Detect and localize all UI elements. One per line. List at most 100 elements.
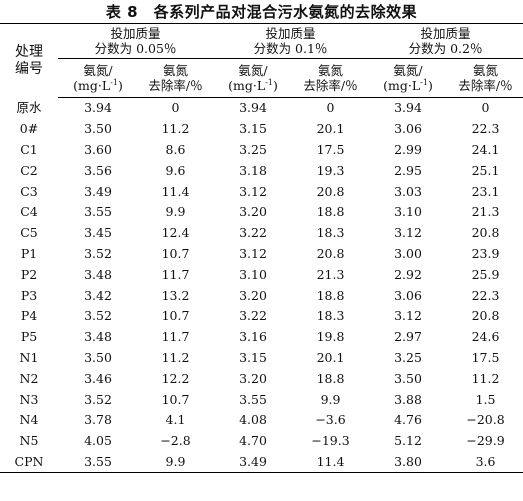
unit-exponent: -1 bbox=[265, 77, 273, 87]
sub-header-removal-rate: 氨氮 去除率/％ bbox=[293, 58, 369, 98]
ammonia-cell: 3.48 bbox=[84, 266, 112, 282]
table-row: P4 3.52 10.7 3.22 18.3 3.12 20.8 bbox=[0, 306, 523, 327]
removal-rate-cell: 18.3 bbox=[316, 308, 345, 324]
table-row: CPN 3.55 9.9 3.49 11.4 3.80 3.6 bbox=[0, 451, 523, 474]
table-row: P1 3.52 10.7 3.12 20.8 3.00 23.9 bbox=[0, 244, 523, 265]
group-header-line1: 投加质量 bbox=[265, 26, 316, 41]
ammonia-cell: 3.20 bbox=[239, 204, 267, 220]
removal-rate-cell: 12.4 bbox=[161, 225, 190, 241]
removal-rate-cell: 3.6 bbox=[448, 451, 523, 474]
ammonia-cell: 3.22 bbox=[239, 225, 267, 241]
ammonia-cell: 3.60 bbox=[84, 141, 112, 157]
table-row: N3 3.52 10.7 3.55 9.9 3.88 1.5 bbox=[0, 389, 523, 410]
treatment-id-cell: 原水 bbox=[16, 100, 42, 116]
group-header-0.2: 投加质量 分数为 0.2％ bbox=[368, 23, 523, 59]
removal-rate-cell: 23.9 bbox=[471, 245, 500, 261]
ammonia-cell: 3.49 bbox=[84, 183, 112, 199]
table-row: C1 3.60 8.6 3.25 17.5 2.99 24.1 bbox=[0, 140, 523, 161]
sub-header-line1: 氨氮/ bbox=[238, 63, 268, 78]
removal-rate-cell: 17.5 bbox=[316, 141, 345, 157]
removal-rate-cell: 1.5 bbox=[475, 391, 496, 407]
table-row: 原水 3.94 0 3.94 0 3.94 0 bbox=[0, 98, 523, 119]
treatment-id-cell: C3 bbox=[20, 183, 38, 199]
group-header-line2: 分数为 0.1％ bbox=[253, 41, 328, 56]
unit-close: ) bbox=[272, 78, 278, 93]
treatment-id-cell: P2 bbox=[20, 266, 38, 282]
treatment-id-cell: P4 bbox=[20, 308, 38, 324]
ammonia-cell: 3.18 bbox=[239, 162, 267, 178]
removal-rate-cell: 12.2 bbox=[161, 370, 190, 386]
ammonia-cell: 3.94 bbox=[84, 100, 112, 116]
removal-rate-cell: 20.8 bbox=[316, 245, 345, 261]
ammonia-cell: 3.16 bbox=[239, 329, 267, 345]
table-row: P3 3.42 13.2 3.20 18.8 3.06 22.3 bbox=[0, 285, 523, 306]
ammonia-cell: 3.56 bbox=[84, 162, 112, 178]
removal-rate-cell: 8.6 bbox=[165, 141, 186, 157]
treatment-id-cell: C2 bbox=[20, 162, 38, 178]
table-row: N5 4.05 −2.8 4.70 −19.3 5.12 −29.9 bbox=[0, 431, 523, 452]
ammonia-cell: 3.52 bbox=[84, 391, 112, 407]
sub-header-removal-rate: 氨氮 去除率/％ bbox=[448, 58, 523, 98]
ammonia-cell: 3.12 bbox=[394, 225, 422, 241]
ammonia-cell: 3.52 bbox=[84, 308, 112, 324]
treatment-id-cell: 0# bbox=[19, 121, 39, 137]
ammonia-cell: 3.15 bbox=[239, 349, 267, 365]
removal-rate-cell: 24.6 bbox=[471, 329, 500, 345]
sub-header-line2: 去除率/％ bbox=[303, 78, 358, 93]
ammonia-cell: 3.55 bbox=[239, 391, 267, 407]
removal-rate-cell: 20.1 bbox=[316, 349, 345, 365]
ammonia-cell: 3.50 bbox=[394, 370, 422, 386]
ammonia-cell: 3.78 bbox=[84, 412, 112, 428]
table-row: C2 3.56 9.6 3.18 19.3 2.95 25.1 bbox=[0, 160, 523, 181]
ammonia-removal-table: 处理 编号 投加质量 分数为 0.05％ 投加质量 分数为 0.1％ 投加质量 … bbox=[0, 23, 523, 474]
removal-rate-cell: −19.3 bbox=[311, 433, 350, 449]
ammonia-cell: 3.42 bbox=[84, 287, 112, 303]
table-row: C4 3.55 9.9 3.20 18.8 3.10 21.3 bbox=[0, 202, 523, 223]
table-caption: 表 8 各系列产品对混合污水氨氮的去除效果 bbox=[105, 3, 418, 21]
removal-rate-cell: 20.8 bbox=[471, 308, 500, 324]
sub-header-line1: 氨氮/ bbox=[393, 63, 423, 78]
unit-close: ) bbox=[117, 78, 123, 93]
unit-text: (mg·L bbox=[73, 78, 111, 93]
unit-text: (mg·L bbox=[383, 78, 421, 93]
treatment-id-cell: C4 bbox=[20, 204, 38, 220]
table-row: N1 3.50 11.2 3.15 20.1 3.25 17.5 bbox=[0, 348, 523, 369]
sub-header-ammonia: 氨氮/ (mg·L-1) bbox=[368, 58, 449, 98]
ammonia-cell: 3.25 bbox=[394, 349, 422, 365]
ammonia-cell: 3.06 bbox=[394, 287, 422, 303]
removal-rate-cell: 11.2 bbox=[161, 121, 190, 137]
removal-rate-cell: 9.6 bbox=[165, 162, 186, 178]
removal-rate-cell: 22.3 bbox=[471, 121, 500, 137]
removal-rate-cell: 10.7 bbox=[161, 245, 190, 261]
removal-rate-cell: 11.2 bbox=[471, 370, 500, 386]
removal-rate-cell: 18.3 bbox=[316, 225, 345, 241]
id-label-line1: 处理 bbox=[15, 43, 43, 60]
removal-rate-cell: 10.7 bbox=[161, 308, 190, 324]
table-row: P2 3.48 11.7 3.10 21.3 2.92 25.9 bbox=[0, 264, 523, 285]
group-header-line2: 分数为 0.05％ bbox=[94, 41, 177, 56]
removal-rate-cell: −20.8 bbox=[466, 412, 505, 428]
ammonia-cell: 3.55 bbox=[84, 204, 112, 220]
removal-rate-cell: 25.1 bbox=[471, 162, 500, 178]
treatment-id-cell: N2 bbox=[19, 370, 39, 386]
treatment-id-cell: N3 bbox=[19, 391, 39, 407]
sub-header-line2: 去除率/％ bbox=[148, 78, 203, 93]
removal-rate-cell: 17.5 bbox=[471, 349, 500, 365]
removal-rate-cell: 9.9 bbox=[138, 451, 213, 474]
removal-rate-cell: 0 bbox=[481, 100, 490, 116]
removal-rate-cell: 22.3 bbox=[471, 287, 500, 303]
treatment-id-cell: N5 bbox=[19, 433, 39, 449]
ammonia-cell: 2.97 bbox=[394, 329, 422, 345]
ammonia-cell: 4.05 bbox=[84, 433, 112, 449]
id-label-line2: 编号 bbox=[15, 60, 43, 77]
table-row: N4 3.78 4.1 4.08 −3.6 4.76 −20.8 bbox=[0, 410, 523, 431]
ammonia-cell: 3.06 bbox=[394, 121, 422, 137]
sub-header-removal-rate: 氨氮 去除率/％ bbox=[138, 58, 213, 98]
ammonia-cell: 5.12 bbox=[394, 433, 422, 449]
removal-rate-cell: 11.2 bbox=[161, 349, 190, 365]
table-row: P5 3.48 11.7 3.16 19.8 2.97 24.6 bbox=[0, 327, 523, 348]
sub-header-line1: 氨氮 bbox=[473, 63, 499, 78]
treatment-id-cell: P3 bbox=[20, 287, 38, 303]
ammonia-cell: 3.88 bbox=[394, 391, 422, 407]
treatment-id-cell: CPN bbox=[0, 451, 58, 474]
